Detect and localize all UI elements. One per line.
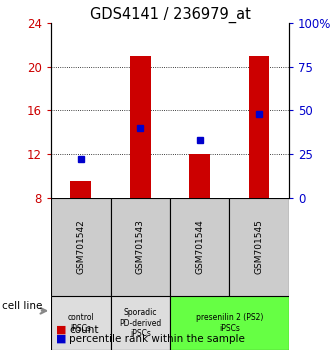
Text: Sporadic
PD-derived
iPSCs: Sporadic PD-derived iPSCs [119,308,161,338]
Text: ■: ■ [56,334,67,344]
Text: control
IPSCs: control IPSCs [67,314,94,333]
Text: count: count [69,325,99,335]
Text: GSM701542: GSM701542 [76,219,85,274]
Bar [111,198,170,296]
Bar [170,198,229,296]
Bar [170,296,289,350]
Text: ■: ■ [56,325,67,335]
Bar [51,198,111,296]
Bar [130,56,150,198]
Bar [249,56,269,198]
Bar [51,296,111,350]
Bar [229,198,289,296]
Text: GSM701543: GSM701543 [136,219,145,274]
Bar [111,296,170,350]
Bar [189,154,210,198]
Text: cell line: cell line [2,301,42,311]
Text: percentile rank within the sample: percentile rank within the sample [69,334,245,344]
Text: GSM701544: GSM701544 [195,219,204,274]
Title: GDS4141 / 236979_at: GDS4141 / 236979_at [89,7,250,23]
Text: GSM701545: GSM701545 [254,219,264,274]
Bar [71,181,91,198]
Text: presenilin 2 (PS2)
iPSCs: presenilin 2 (PS2) iPSCs [196,314,263,333]
